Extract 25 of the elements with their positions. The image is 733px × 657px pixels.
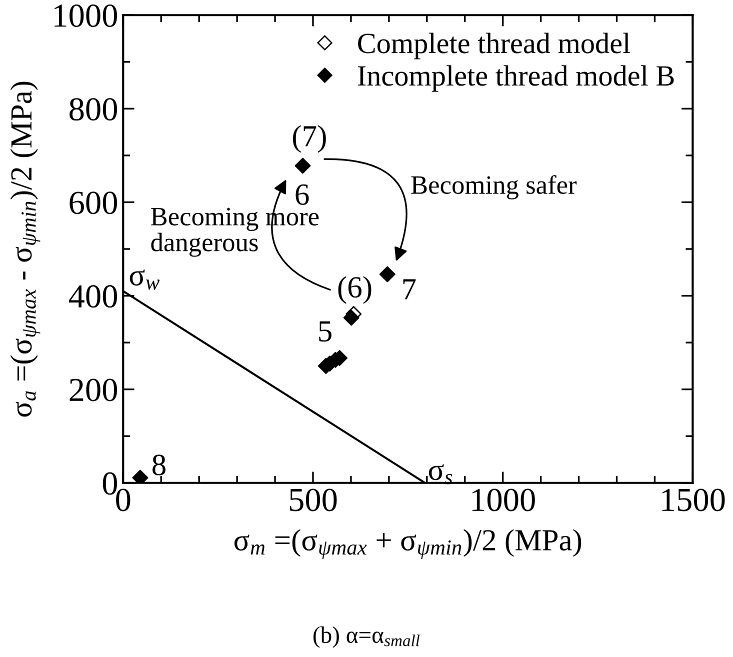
y-tick-label: 0 bbox=[102, 472, 118, 495]
y-axis-title: σ$_{a}$ =(σ$_{ψmax}$ - σ$_{ψmin}$)/2 (MPa) bbox=[10, 82, 40, 417]
legend-label: Incomplete thread model B bbox=[358, 65, 674, 92]
y-tick-label: 800 bbox=[70, 98, 118, 121]
point bbox=[343, 310, 360, 326]
annotation: (7) bbox=[292, 125, 326, 153]
annotation: 8 bbox=[152, 454, 166, 476]
annotation: 7 bbox=[403, 279, 416, 300]
annotation: 6 bbox=[296, 184, 309, 205]
annotation: σ$_{w}$ bbox=[130, 270, 160, 290]
x-axis-title: σ$_{m}$ =(σ$_{ψmax}$ + σ$_{ψmin}$)/2 (MPa) bbox=[234, 529, 582, 560]
point bbox=[379, 266, 396, 282]
y-tick-label: 1000 bbox=[54, 4, 118, 28]
text: (b) α=α$_{small}$ bbox=[313, 626, 420, 648]
x-tick-label: 500 bbox=[290, 488, 337, 512]
point bbox=[294, 158, 311, 174]
annotation: Becoming safer bbox=[411, 175, 577, 200]
y-tick-label: 200 bbox=[70, 378, 118, 402]
legend-label: Complete thread model bbox=[358, 32, 630, 60]
y-tick-label: 600 bbox=[70, 192, 118, 214]
x-tick-label: 1500 bbox=[662, 488, 725, 512]
x-tick-label: 1000 bbox=[472, 488, 535, 512]
y-tick-label: 400 bbox=[68, 285, 118, 308]
annotation: (6) bbox=[338, 276, 372, 304]
annotation: 5 bbox=[319, 321, 332, 342]
